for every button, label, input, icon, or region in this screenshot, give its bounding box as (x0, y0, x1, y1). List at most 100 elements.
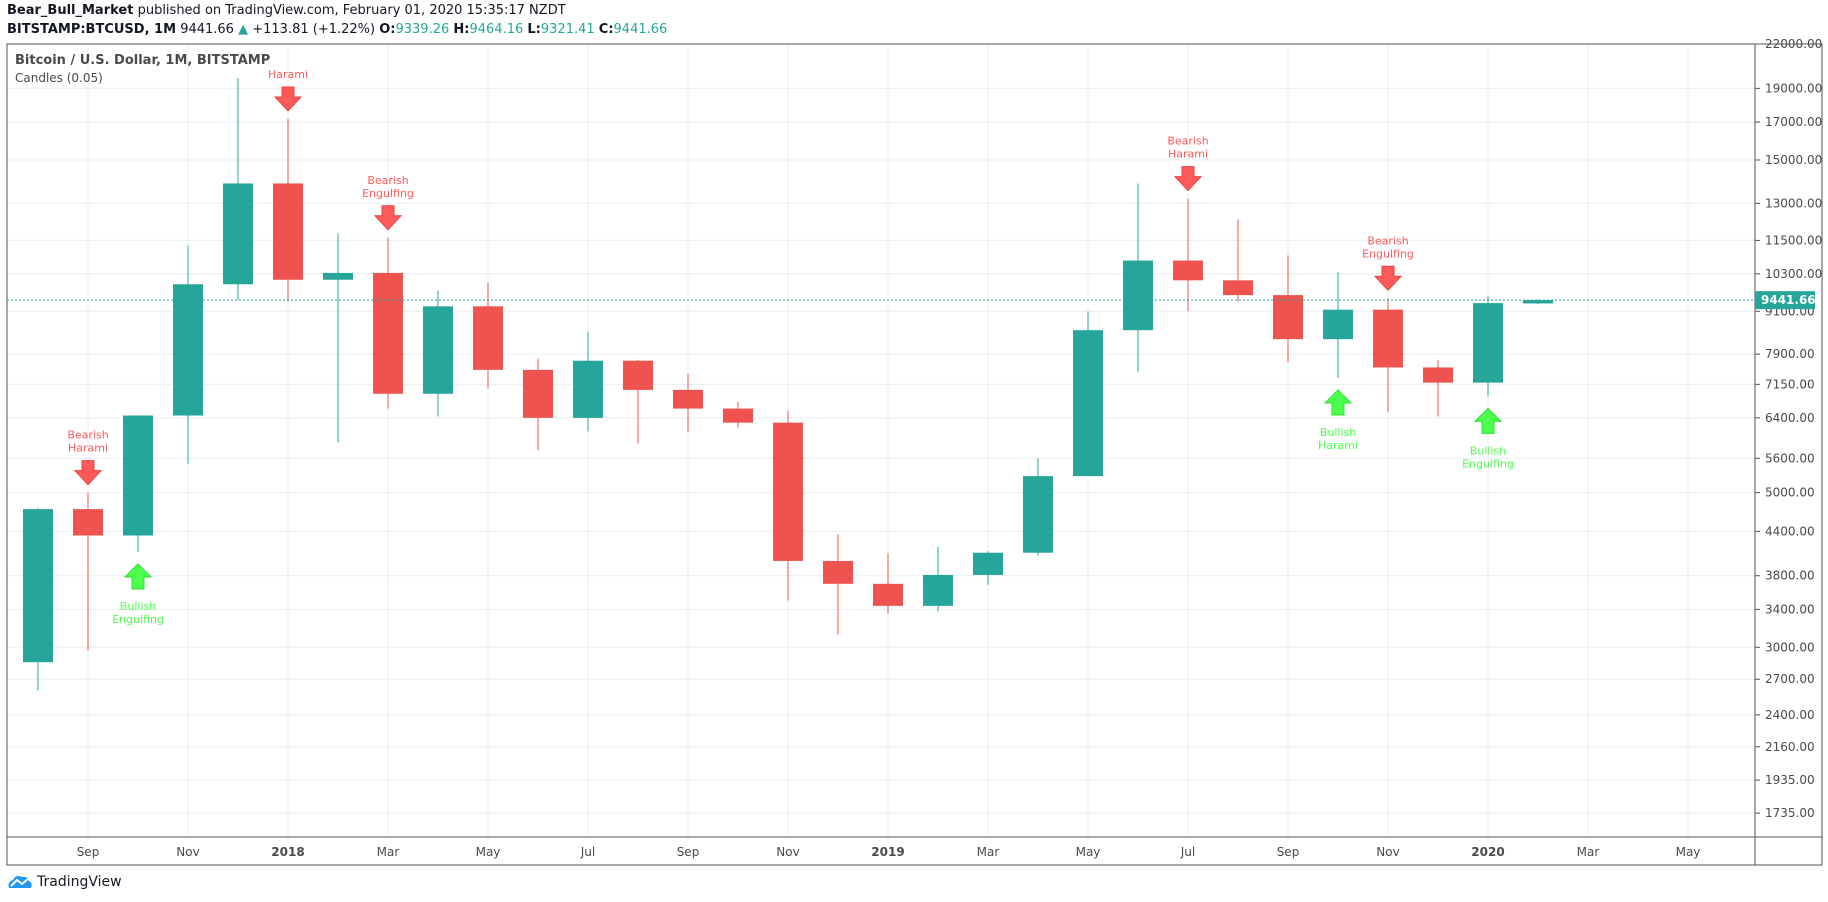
y-tick-label: 5000.00 (1765, 486, 1815, 500)
bearish-candle (73, 509, 103, 536)
arrow-down-icon (1373, 265, 1403, 292)
bearish-candle (873, 583, 903, 606)
x-tick-label: 2020 (1471, 845, 1504, 859)
bearish-candle (373, 272, 403, 394)
bearish-candle (1273, 295, 1303, 340)
x-tick-label: May (1076, 845, 1101, 859)
bullish-candle (23, 509, 53, 663)
y-tick-label: 22000.00 (1765, 37, 1822, 51)
pattern-label: Engulfing (362, 187, 414, 200)
x-tick-label: Nov (1376, 845, 1399, 859)
open-value: 9339.26 (395, 22, 450, 37)
indicator-label: Candles (0.05) (15, 71, 103, 85)
pattern-label: Harami (268, 68, 308, 81)
y-tick-label: 15000.00 (1765, 153, 1822, 167)
last-price-badge (1755, 291, 1815, 310)
pattern-label: Bullish (1470, 444, 1506, 457)
pattern-label: Harami (68, 442, 108, 455)
bullish-candle (1123, 260, 1153, 331)
x-tick-label: Sep (677, 845, 700, 859)
pattern-label: Harami (1318, 439, 1358, 452)
tradingview-logo: TradingView (7, 874, 122, 890)
publish-text: published on TradingView.com, February 0… (137, 3, 566, 18)
y-tick-label: 3800.00 (1765, 569, 1815, 583)
low-label: L: (527, 22, 541, 37)
bullish-candle (1523, 300, 1553, 304)
bullish-candle (1323, 309, 1353, 340)
bullish-candle (1073, 330, 1103, 477)
x-tick-label: Sep (77, 845, 100, 859)
bullish-candle (573, 360, 603, 418)
arrow-down-icon (73, 460, 103, 486)
ohlc-bar: BITSTAMP:BTCUSD, 1M 9441.66 ▲ +113.81 (+… (7, 22, 667, 37)
y-tick-label: 2700.00 (1765, 672, 1815, 686)
pattern-label: Harami (1168, 148, 1208, 161)
arrow-up-icon (1473, 407, 1503, 434)
pattern-label: Bearish (367, 174, 408, 187)
close-label: C: (598, 22, 614, 37)
bullish-candle (1023, 476, 1053, 553)
pattern-label: Engulfing (1362, 247, 1414, 260)
bearish-candle (773, 422, 803, 561)
y-tick-label: 3400.00 (1765, 602, 1815, 616)
pattern-label: Engulfing (112, 613, 164, 626)
bullish-candle (223, 183, 253, 285)
x-tick-label: Mar (1577, 845, 1600, 859)
pattern-label: Bullish (120, 600, 156, 613)
y-tick-label: 2160.00 (1765, 740, 1815, 754)
y-tick-label: 10300.00 (1765, 267, 1822, 281)
arrow-down-icon (1173, 166, 1203, 192)
bearish-candle (1223, 280, 1253, 296)
bullish-candle (123, 415, 153, 536)
open-label: O: (379, 22, 396, 37)
y-tick-label: 7150.00 (1765, 377, 1815, 391)
bullish-candle (173, 284, 203, 416)
y-tick-label: 3000.00 (1765, 640, 1815, 654)
brand-name: TradingView (37, 874, 122, 890)
y-tick-label: 1735.00 (1765, 806, 1815, 820)
y-tick-label: 4400.00 (1765, 524, 1815, 538)
y-tick-label: 19000.00 (1765, 81, 1822, 95)
bearish-candle (623, 360, 653, 390)
y-tick-label: 7900.00 (1765, 347, 1815, 361)
y-tick-label: 2400.00 (1765, 708, 1815, 722)
x-tick-label: Mar (977, 845, 1000, 859)
y-tick-label: 11500.00 (1765, 233, 1822, 247)
pattern-label: Bearish (1167, 135, 1208, 148)
pattern-label: Bullish (1320, 426, 1356, 439)
high-value: 9464.16 (469, 22, 524, 37)
y-tick-label: 17000.00 (1765, 115, 1822, 129)
y-tick-label: 5600.00 (1765, 451, 1815, 465)
bullish-candle (423, 306, 453, 394)
x-tick-label: 2018 (271, 845, 304, 859)
y-tick-label: 1935.00 (1765, 773, 1815, 787)
author: Bear_Bull_Market (7, 3, 134, 18)
x-tick-label: May (1676, 845, 1701, 859)
change: +113.81 (+1.22%) (252, 22, 376, 37)
up-triangle-icon: ▲ (238, 22, 249, 37)
pattern-label: Bearish (67, 429, 108, 442)
last-price-label: 9441.66 (1761, 293, 1816, 307)
y-tick-label: 13000.00 (1765, 196, 1822, 210)
bearish-candle (1373, 309, 1403, 368)
x-tick-label: Jul (580, 845, 595, 859)
bearish-candle (723, 408, 753, 423)
pattern-label: Bearish (1367, 234, 1408, 247)
x-tick-label: Mar (377, 845, 400, 859)
publish-info: Bear_Bull_Market published on TradingVie… (7, 3, 566, 18)
low-value: 9321.41 (540, 22, 595, 37)
last-price: 9441.66 (180, 22, 234, 37)
bullish-candle (973, 552, 1003, 575)
symbol: BITSTAMP:BTCUSD, 1M (7, 22, 177, 37)
x-tick-label: 2019 (871, 845, 904, 859)
x-tick-label: Nov (176, 845, 199, 859)
high-label: H: (453, 22, 470, 37)
bullish-candle (323, 272, 353, 280)
chart-frame (6, 43, 1823, 866)
bearish-candle (823, 560, 853, 584)
pattern-label: Engulfing (1462, 457, 1514, 470)
bearish-candle (523, 369, 553, 418)
chart-legend-title: Bitcoin / U.S. Dollar, 1M, BITSTAMP (15, 53, 270, 68)
y-tick-label: 6400.00 (1765, 411, 1815, 425)
